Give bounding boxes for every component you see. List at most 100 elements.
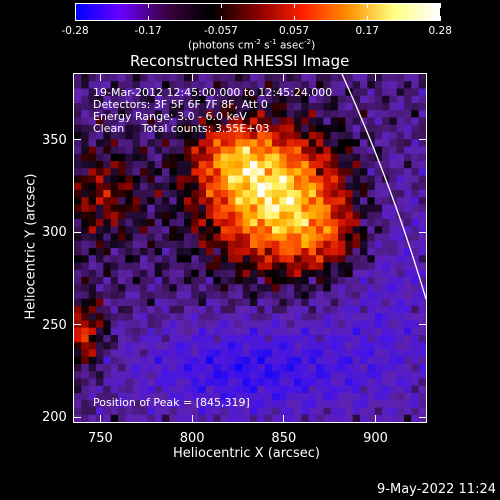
- image-pixel: [382, 103, 390, 111]
- image-pixel: [257, 356, 266, 365]
- image-pixel: [389, 320, 398, 329]
- image-pixel: [418, 88, 426, 97]
- image-pixel: [264, 153, 273, 162]
- image-pixel: [184, 342, 192, 351]
- image-pixel: [286, 407, 295, 416]
- image-pixel: [110, 327, 119, 336]
- image-pixel: [154, 161, 163, 169]
- image-pixel: [162, 226, 170, 235]
- image-pixel: [206, 313, 214, 322]
- image-pixel: [213, 74, 222, 82]
- image-pixel: [176, 146, 185, 155]
- image-pixel: [352, 320, 361, 329]
- image-pixel: [345, 95, 354, 104]
- image-pixel: [338, 219, 346, 227]
- image-pixel: [352, 182, 361, 191]
- image-pixel: [103, 269, 112, 278]
- image-pixel: [169, 211, 178, 220]
- image-pixel: [110, 407, 119, 416]
- image-pixel: [294, 327, 302, 336]
- image-pixel: [191, 190, 200, 198]
- image-pixel: [396, 400, 405, 409]
- image-pixel: [411, 298, 420, 307]
- image-pixel: [272, 226, 280, 235]
- image-pixel: [118, 103, 126, 111]
- image-pixel: [176, 124, 185, 133]
- image-pixel: [396, 248, 405, 256]
- image-pixel: [338, 313, 346, 322]
- image-pixel: [382, 204, 390, 213]
- image-pixel: [198, 248, 207, 256]
- image-pixel: [286, 95, 295, 104]
- image-pixel: [132, 356, 141, 365]
- image-pixel: [301, 255, 310, 264]
- image-pixel: [352, 269, 361, 278]
- image-pixel: [404, 88, 412, 97]
- image-pixel: [418, 117, 426, 126]
- image-pixel: [169, 320, 178, 329]
- image-pixel: [198, 175, 207, 184]
- image-pixel: [162, 393, 170, 401]
- image-pixel: [374, 153, 383, 162]
- image-pixel: [411, 248, 420, 256]
- image-pixel: [279, 168, 288, 177]
- image-pixel: [257, 320, 266, 329]
- image-pixel: [374, 175, 383, 184]
- image-pixel: [389, 313, 398, 322]
- image-pixel: [110, 291, 119, 300]
- image-pixel: [228, 219, 236, 227]
- image-pixel: [279, 81, 288, 90]
- image-pixel: [323, 81, 332, 90]
- image-pixel: [367, 284, 376, 293]
- image-pixel: [96, 298, 104, 307]
- image-pixel: [220, 320, 229, 329]
- image-pixel: [220, 110, 229, 119]
- image-pixel: [132, 204, 141, 213]
- image-pixel: [330, 117, 339, 126]
- image-pixel: [257, 298, 266, 307]
- image-pixel: [88, 364, 97, 372]
- image-pixel: [81, 81, 90, 90]
- image-pixel: [140, 190, 148, 198]
- image-pixel: [279, 204, 288, 213]
- image-pixel: [257, 306, 266, 314]
- image-pixel: [176, 139, 185, 148]
- image-pixel: [264, 356, 273, 365]
- image-pixel: [418, 95, 426, 104]
- image-pixel: [404, 284, 412, 293]
- image-pixel: [404, 400, 412, 409]
- image-pixel: [96, 110, 104, 119]
- image-pixel: [132, 414, 141, 422]
- image-pixel: [228, 182, 236, 191]
- image-pixel: [228, 414, 236, 422]
- image-pixel: [374, 269, 383, 278]
- image-pixel: [235, 400, 244, 409]
- image-pixel: [213, 298, 222, 307]
- image-pixel: [184, 371, 192, 380]
- image-pixel: [242, 161, 251, 169]
- image-pixel: [338, 175, 346, 184]
- image-pixel: [191, 400, 200, 409]
- image-pixel: [286, 385, 295, 394]
- image-pixel: [103, 378, 112, 387]
- image-pixel: [279, 364, 288, 372]
- image-pixel: [396, 313, 405, 322]
- image-pixel: [110, 88, 119, 97]
- image-pixel: [345, 269, 354, 278]
- image-pixel: [103, 349, 112, 358]
- image-pixel: [374, 139, 383, 148]
- image-pixel: [96, 132, 104, 140]
- image-pixel: [338, 342, 346, 351]
- image-pixel: [294, 291, 302, 300]
- image-pixel: [228, 342, 236, 351]
- image-pixel: [389, 233, 398, 242]
- image-pixel: [213, 81, 222, 90]
- image-pixel: [374, 298, 383, 307]
- image-pixel: [286, 320, 295, 329]
- image-pixel: [396, 161, 405, 169]
- image-pixel: [132, 233, 141, 242]
- image-pixel: [110, 161, 119, 169]
- image-pixel: [132, 219, 141, 227]
- image-pixel: [264, 371, 273, 380]
- image-pixel: [88, 335, 97, 343]
